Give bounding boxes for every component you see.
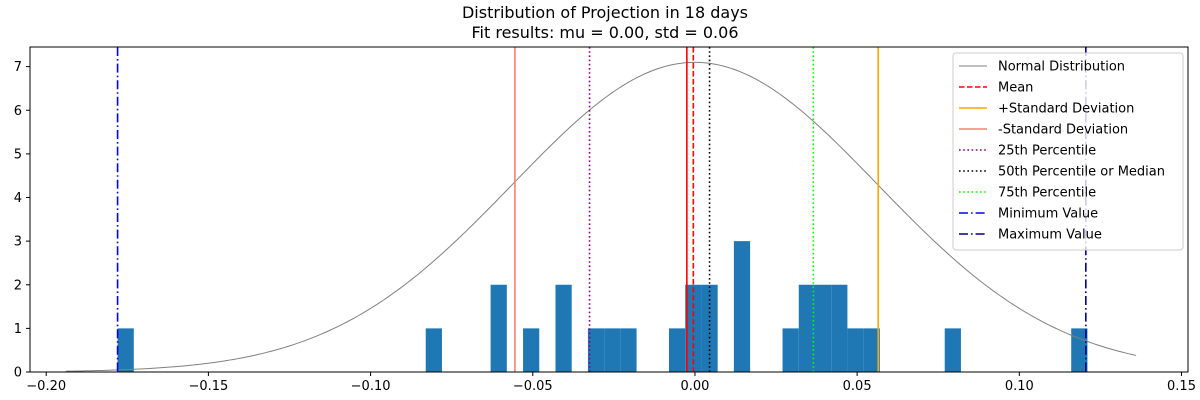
x-tick-label-1: −0.15 [188, 379, 228, 394]
histogram-bar-19 [1071, 328, 1088, 372]
legend-label-2: +Standard Deviation [998, 102, 1134, 117]
y-tick-label-3: 3 [14, 235, 22, 250]
histogram-bar-12 [782, 328, 799, 372]
x-tick-label-5: 0.05 [843, 379, 872, 394]
legend-label-4: 25th Percentile [998, 144, 1096, 159]
legend-label-1: Mean [998, 81, 1033, 96]
y-tick-label-2: 2 [14, 278, 22, 293]
x-tick-label-7: 0.15 [1167, 379, 1196, 394]
y-tick-label-4: 4 [14, 191, 22, 206]
histogram-bar-17 [863, 328, 880, 372]
histogram-bar-1 [425, 328, 442, 372]
histogram-bar-15 [831, 284, 848, 372]
histogram-bar-5 [587, 328, 605, 372]
y-tick-label-6: 6 [14, 104, 22, 119]
histogram-bar-7 [620, 328, 637, 372]
chart-title: Distribution of Projection in 18 days [462, 3, 748, 22]
reference-lines [116, 47, 1087, 372]
normal-distribution-curve [65, 61, 1137, 372]
histogram-bar-2 [490, 284, 507, 372]
histogram-bar-6 [604, 328, 621, 372]
y-tick-label-5: 5 [14, 147, 22, 162]
legend-label-5: 50th Percentile or Median [998, 165, 1165, 180]
histogram-bar-4 [555, 284, 572, 372]
histogram-bar-11 [733, 241, 751, 372]
x-tick-label-2: −0.10 [351, 379, 391, 394]
legend: Normal Distribution Mean +Standard Deviati… [952, 52, 1184, 251]
plot-frame [29, 46, 1189, 373]
y-tick-label-0: 0 [14, 366, 22, 381]
x-axis-ticks: −0.20 −0.15 −0.10 −0.05 0.00 0.05 0.10 0.15 [26, 372, 1196, 394]
y-tick-label-1: 1 [14, 322, 22, 337]
normal-curve-layer [65, 61, 1137, 372]
x-tick-label-3: −0.05 [513, 379, 553, 394]
chart-subtitle: Fit results: mu = 0.00, std = 0.06 [472, 23, 739, 42]
legend-label-7: Minimum Value [998, 207, 1098, 222]
legend-label-0: Normal Distribution [998, 60, 1125, 75]
histogram-bar-13 [798, 284, 815, 372]
histogram-bar-3 [523, 328, 540, 372]
histogram-bar-14 [814, 284, 832, 372]
legend-label-6: 75th Percentile [998, 186, 1096, 201]
x-tick-label-0: −0.20 [26, 379, 66, 394]
histogram-bar-10 [701, 284, 718, 372]
legend-box [952, 52, 1184, 251]
histogram-bar-16 [847, 328, 864, 372]
legend-label-3: -Standard Deviation [998, 123, 1128, 138]
histogram-bar-8 [669, 328, 686, 372]
legend-label-8: Maximum Value [998, 228, 1102, 243]
y-tick-label-7: 7 [14, 60, 22, 75]
histogram-bar-0 [117, 328, 134, 372]
y-axis-ticks: 0 1 2 3 4 5 6 7 [14, 60, 30, 381]
histogram-bars [117, 241, 1088, 372]
x-tick-label-4: 0.00 [680, 379, 709, 394]
histogram-bar-18 [944, 328, 961, 372]
x-tick-label-6: 0.10 [1005, 379, 1034, 394]
